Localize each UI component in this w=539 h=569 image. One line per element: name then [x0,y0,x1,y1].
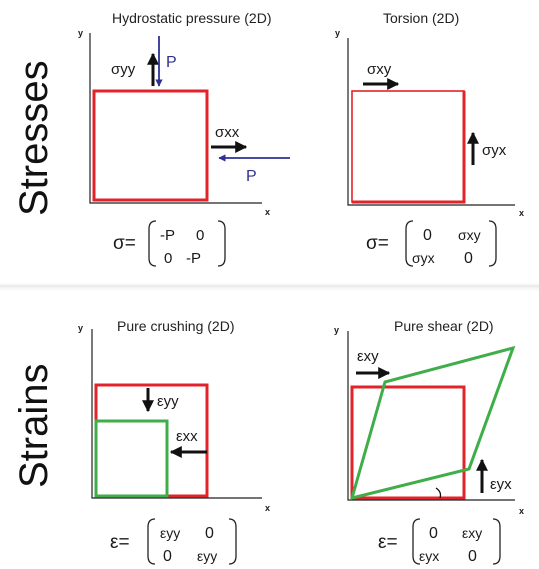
matrix-cell: σyx [412,250,435,266]
deformed-parallelogram [349,345,516,501]
matrix-cell: εyy [197,548,217,564]
sigma-yy-label: σyy [111,61,136,78]
y-axis-label: y [334,325,339,335]
pressure-label-right: P [246,168,257,185]
eps-yx-label: εyx [490,476,512,493]
panel-title-torsion: Torsion (2D) [383,10,460,26]
y-axis-shear [347,331,515,501]
matrix-cell: 0 [429,525,438,542]
initial-square [92,89,209,202]
matrix-cell: 0 [468,548,477,565]
matrix-cell: σxy [458,227,481,243]
eps-xy-label: εxy [357,348,379,365]
panel-hydrostatic: y x σyy P σxx P σ= -P 0 0 -P [78,28,290,267]
panel-crushing: y x εyy εxx ε= εyy 0 0 εyy [78,323,270,565]
matrix-cell: -P [186,250,201,267]
panel-title-crushing: Pure crushing (2D) [117,318,235,334]
pressure-label-top: P [166,54,177,71]
matrix-cell: εxy [462,525,482,541]
matrix-lhs: ε= [378,532,398,553]
shear-angle-arc [435,487,442,499]
initial-square [351,90,465,203]
x-axis-label: x [265,207,270,217]
matrix-cell: 0 [163,548,172,565]
initial-square [350,385,466,500]
x-axis-label: x [519,506,524,516]
matrix-cell: 0 [164,250,172,267]
y-axis-label: y [78,323,83,333]
deformed-square [94,419,169,498]
panel-torsion: y x σxy σyx σ= 0 σxy σyx 0 [335,28,524,267]
y-axis-torsion [347,38,515,206]
stress-matrix-hydrostatic: σ= -P 0 0 -P [113,220,226,267]
matrix-lhs: σ= [366,233,389,254]
y-axis-hydrostatic [89,33,262,204]
matrix-cell: 0 [196,227,204,244]
panel-shear: y x εxy εyx ε= 0 εxy εyx 0 [334,325,524,565]
eps-xx-label: εxx [176,428,198,445]
strain-matrix-shear: ε= 0 εxy εyx 0 [378,518,501,565]
eps-yy-label: εyy [157,393,179,410]
y-axis-label: y [335,28,340,38]
matrix-cell: -P [160,227,175,244]
matrix-cell: 0 [205,525,214,542]
sigma-xx-label: σxx [215,124,240,141]
stress-matrix-torsion: σ= 0 σxy σyx 0 [366,220,497,267]
x-axis-label: x [519,208,524,218]
y-axis-crushing [91,329,262,499]
y-axis-label: y [78,28,83,38]
matrix-lhs: σ= [113,233,136,254]
panel-title-hydrostatic: Hydrostatic pressure (2D) [112,10,272,26]
matrix-cell: 0 [464,250,473,267]
sigma-yx-label: σyx [482,142,507,159]
sigma-xy-label: σxy [367,61,392,78]
matrix-cell: εyx [419,548,439,564]
strain-matrix-crushing: ε= εyy 0 0 εyy [110,518,237,565]
panel-title-shear: Pure shear (2D) [394,318,494,334]
matrix-cell: εyy [160,525,180,541]
x-axis-label: x [265,503,270,513]
matrix-lhs: ε= [110,532,130,553]
matrix-cell: 0 [423,227,432,244]
row-separator [0,283,539,291]
